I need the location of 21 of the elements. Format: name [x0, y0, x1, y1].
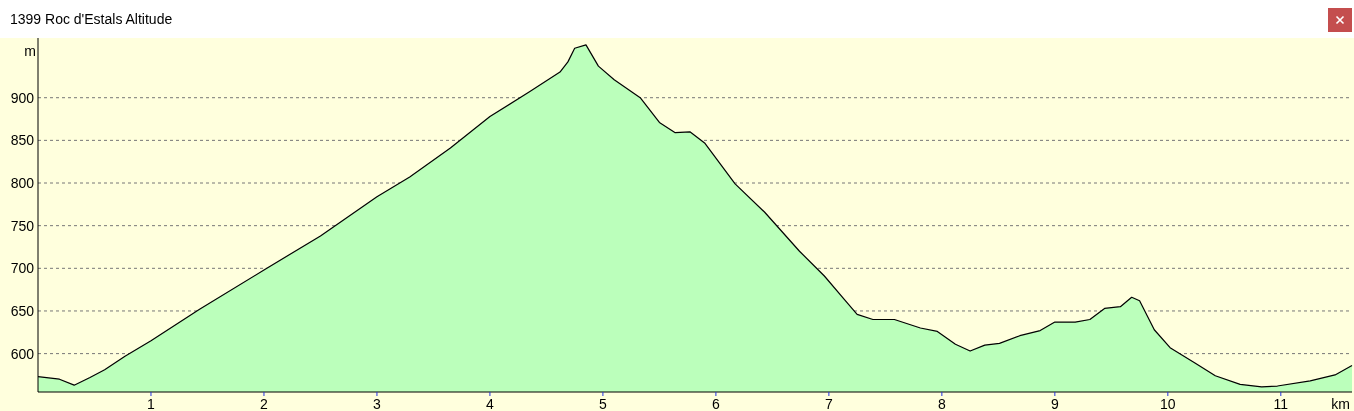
x-tick-label: 2	[260, 396, 269, 411]
x-tick-label: 6	[712, 396, 720, 411]
y-tick-label: 800	[10, 175, 35, 192]
x-tick-label: 5	[599, 396, 608, 411]
y-tick-label: 850	[10, 132, 35, 149]
chart-title: 1399 Roc d'Estals Altitude	[10, 11, 173, 27]
y-tick-label: 650	[10, 302, 35, 319]
y-tick-label: 600	[10, 345, 35, 362]
y-tick-label: 750	[10, 217, 35, 234]
x-tick-label: 3	[373, 396, 382, 411]
x-tick-label: 8	[937, 396, 946, 411]
y-tick-label: 900	[10, 89, 35, 106]
x-tick-label: 4	[486, 396, 495, 411]
x-axis-title: km	[1331, 396, 1350, 411]
y-axis-title: m	[24, 43, 36, 59]
x-tick-label: 9	[1050, 396, 1059, 411]
x-tick-label: 1	[147, 396, 156, 411]
x-tick-label: 7	[824, 396, 833, 411]
x-tick-label: 10	[1160, 396, 1176, 411]
x-tick-label: 11	[1273, 396, 1289, 411]
y-tick-label: 700	[10, 260, 35, 277]
